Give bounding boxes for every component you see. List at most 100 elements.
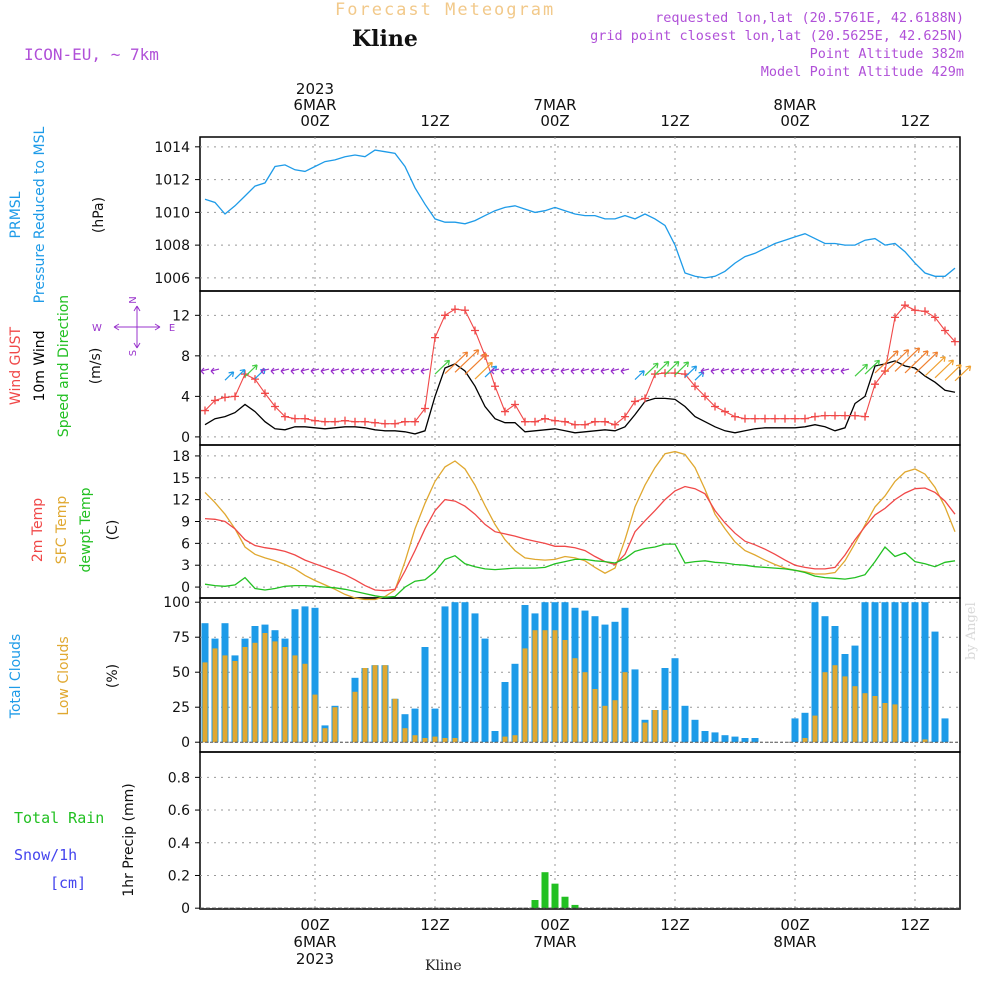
wind-direction-arrow	[520, 367, 530, 375]
wind-direction-arrow	[944, 364, 962, 381]
bottom-time-label: 12Z	[420, 916, 449, 934]
total-cloud-bar	[871, 602, 879, 743]
gust-marker	[391, 419, 399, 428]
bottom-time-label: 00Z	[780, 916, 809, 934]
low-cloud-bar	[202, 662, 208, 743]
wind-direction-arrow	[200, 367, 210, 375]
gust-marker	[861, 412, 869, 421]
gust-marker	[711, 402, 719, 411]
low-cloud-bar	[802, 738, 808, 743]
gust-marker	[661, 369, 669, 378]
low-cloud-bar	[552, 630, 558, 743]
gust-marker	[231, 392, 239, 401]
gust-marker	[321, 417, 329, 426]
low-cloud-bar	[372, 665, 378, 743]
y-tick-label: 25	[172, 700, 190, 716]
wind-direction-arrow	[790, 367, 800, 375]
low-cloud-bar	[352, 691, 358, 743]
low-cloud-bar	[452, 738, 458, 743]
temp-2m-line	[204, 485, 956, 592]
total-cloud-bar	[671, 658, 679, 743]
low-cloud-bar	[832, 665, 838, 743]
total-cloud-bar	[481, 638, 489, 743]
low-cloud-bar	[882, 703, 888, 743]
total-cloud-bar	[501, 682, 509, 743]
wind-direction-arrow	[830, 367, 840, 375]
total-cloud-bar	[591, 616, 599, 743]
y-tick-label: 15	[172, 471, 190, 487]
wind-direction-arrow	[444, 351, 469, 375]
y-tick-label: 6	[181, 536, 190, 552]
rain-bar	[551, 883, 559, 909]
total-cloud-bar	[881, 602, 889, 743]
total-cloud-bar	[901, 602, 909, 743]
top-time-label: 12Z	[900, 112, 929, 130]
wind-direction-arrow	[380, 367, 390, 375]
wind-direction-arrow	[620, 367, 630, 375]
gust-marker	[501, 407, 509, 416]
gust-marker	[531, 417, 539, 426]
total-cloud-bar	[511, 663, 519, 743]
gust-marker	[251, 375, 259, 384]
wind-direction-arrow	[244, 364, 258, 377]
y-tick-label: 50	[172, 665, 190, 681]
snow-legend: Snow/1h	[14, 846, 77, 864]
total-cloud-bar	[801, 712, 809, 743]
compass-s: S	[128, 350, 139, 356]
total-cloud-bar	[721, 735, 729, 743]
panel-axis-label: SFC Temp	[54, 496, 70, 565]
wind-direction-arrow	[914, 351, 939, 375]
gust-marker	[311, 416, 319, 425]
gust-marker	[781, 414, 789, 423]
low-cloud-bar	[652, 710, 658, 743]
gust-marker	[381, 419, 389, 428]
gust-marker	[291, 414, 299, 423]
panel-axis-label: Total Clouds	[8, 634, 24, 719]
forecast-title: Forecast Meteogram	[335, 0, 556, 20]
gust-marker	[941, 326, 949, 335]
total-cloud-bar	[861, 602, 869, 743]
wind-direction-arrow	[234, 368, 246, 380]
wind-direction-arrow	[210, 367, 220, 375]
watermark: by Angel	[964, 602, 979, 660]
low-cloud-bar	[332, 707, 338, 743]
wind-direction-arrow	[664, 360, 680, 376]
gust-marker	[831, 411, 839, 420]
top-time-label: 00Z	[540, 112, 569, 130]
gust-marker	[331, 417, 339, 426]
low-cloud-bar	[532, 630, 538, 743]
wind-direction-arrow	[780, 367, 790, 375]
wind-unit: (m/s)	[88, 348, 104, 385]
gust-marker	[341, 416, 349, 425]
gust-marker	[441, 311, 449, 320]
gust-marker	[691, 382, 699, 391]
gust-marker	[901, 301, 909, 310]
y-tick-label: 12	[172, 308, 190, 324]
low-cloud-bar	[892, 704, 898, 743]
gust-marker	[601, 417, 609, 426]
gust-marker	[281, 412, 289, 421]
low-cloud-bar	[862, 693, 868, 743]
gust-marker	[211, 396, 219, 405]
rain-bar	[531, 900, 539, 909]
y-tick-label: 1006	[154, 271, 190, 287]
wind-direction-arrow	[550, 367, 560, 375]
gust-marker	[201, 406, 209, 415]
gust-marker	[771, 414, 779, 423]
wind-direction-arrow	[580, 367, 590, 375]
gust-marker	[571, 420, 579, 429]
wind-direction-arrow	[454, 349, 480, 373]
total-cloud-bar	[741, 738, 749, 743]
wind-direction-arrow	[464, 353, 488, 375]
low-cloud-bar	[302, 663, 308, 743]
wind-direction-arrow	[730, 367, 740, 375]
wind-direction-arrow	[894, 347, 921, 372]
bottom-time-label: 00Z	[300, 916, 329, 934]
model-label: ICON-EU, ~ 7km	[24, 45, 159, 64]
y-tick-label: 4	[181, 389, 190, 405]
gust-marker	[421, 404, 429, 413]
y-tick-label: 0	[181, 580, 190, 596]
rain-legend: Total Rain	[14, 809, 104, 827]
wind-direction-arrow	[434, 359, 450, 375]
wind-direction-arrow	[500, 367, 510, 375]
